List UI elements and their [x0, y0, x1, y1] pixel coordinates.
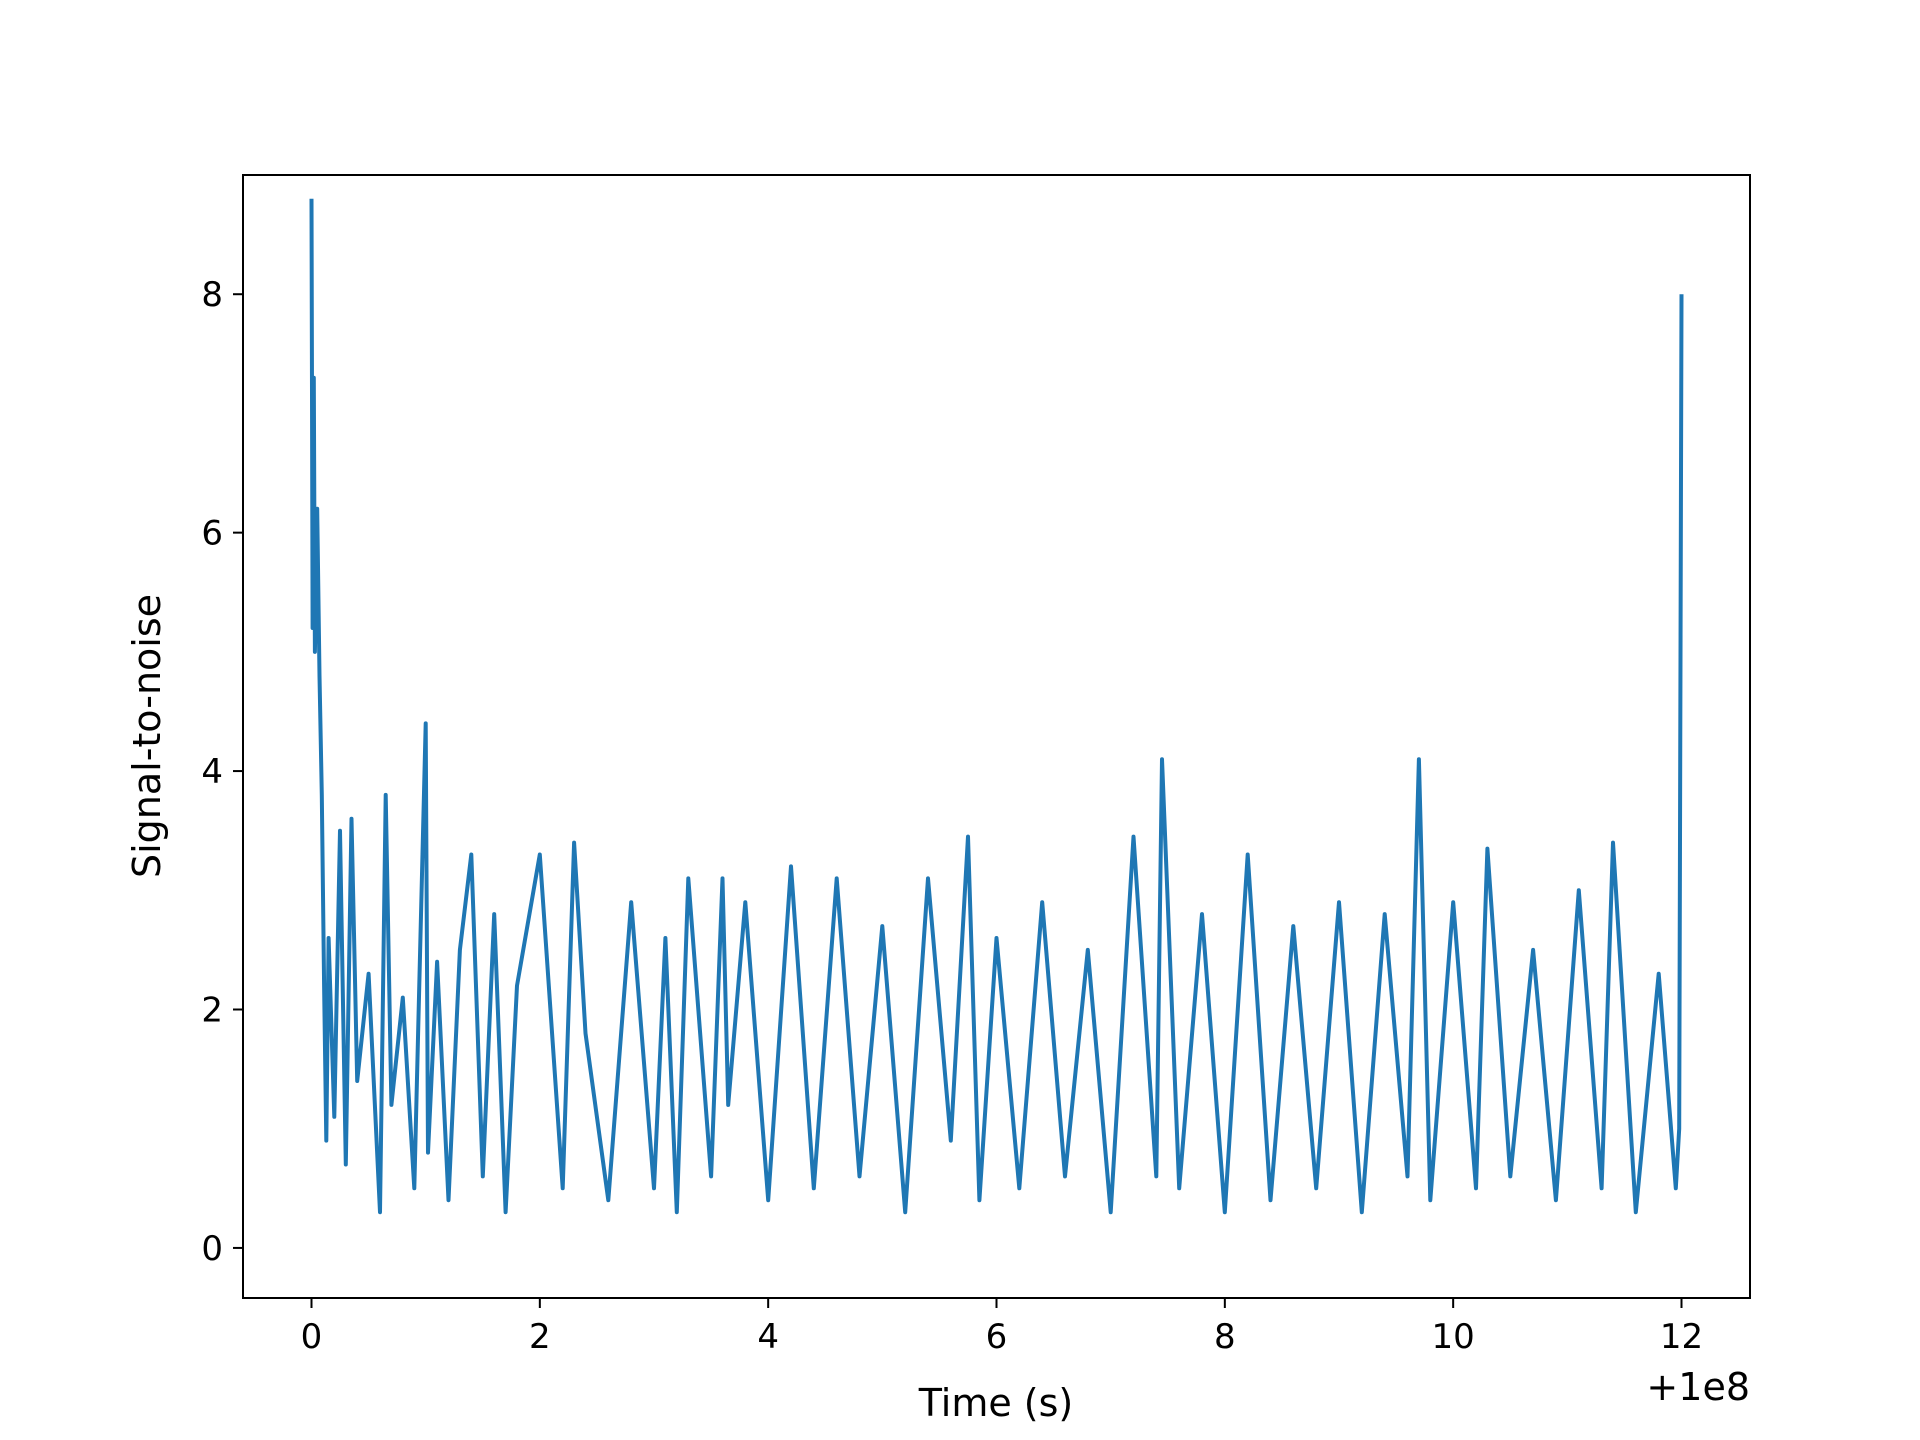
- x-axis-label: Time (s): [918, 1381, 1074, 1425]
- y-tick-label: 8: [201, 275, 223, 315]
- series-line: [309, 198, 1684, 1215]
- plot-area: [309, 198, 1684, 1215]
- x-tick-label: 8: [1214, 1317, 1236, 1357]
- x-tick-label: 4: [757, 1317, 779, 1357]
- y-tick-label: 6: [201, 514, 223, 554]
- axis-ticks: 0 2 4 6 8 10 12 0 2 4 6 8: [201, 275, 1703, 1357]
- x-tick-label: 2: [529, 1317, 551, 1357]
- x-tick-label: 0: [301, 1317, 323, 1357]
- x-tick-label: 6: [986, 1317, 1008, 1357]
- x-offset-label: +1e8: [1646, 1365, 1750, 1409]
- y-tick-label: 2: [201, 991, 223, 1031]
- x-tick-label: 12: [1660, 1317, 1703, 1357]
- axes-frame: [242, 174, 1751, 1299]
- x-tick-label: 10: [1432, 1317, 1475, 1357]
- y-axis-label: Signal-to-noise: [125, 594, 169, 878]
- y-tick-label: 0: [201, 1229, 223, 1269]
- y-tick-label: 4: [201, 752, 223, 792]
